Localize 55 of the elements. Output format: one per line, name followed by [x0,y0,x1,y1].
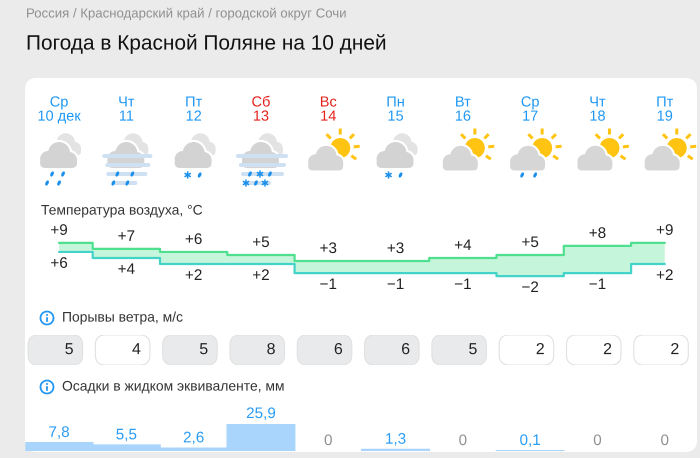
data-label: 0 [459,434,466,446]
data-label: 5 [469,343,477,354]
data-label: 0 [594,434,602,446]
data-label: 2 [536,342,544,354]
data-label: +2 [252,269,269,280]
data-label: +2 [656,269,673,280]
data-label: −2 [522,281,538,292]
data-label: +5 [252,236,270,248]
x-tick-label: Вт 16 [456,96,471,121]
data-label: +9 [656,224,673,235]
data-label: 0 [661,434,668,446]
data-label: +2 [186,269,202,280]
data-label: 2 [604,342,612,354]
x-tick-label: Пт 19 [657,96,674,121]
data-label: 5,5 [116,428,136,442]
data-label: −1 [388,278,404,290]
data-label: 4 [132,343,140,354]
x-tick-label: Ср 10 дек [38,96,81,124]
chart-subtitle: Температура воздуха, °C [41,204,202,218]
data-label: 5 [65,343,73,354]
text: Порывы ветра, м/с [63,312,183,324]
x-tick-label: Чт 11 [119,96,134,121]
data-label: +8 [589,227,606,238]
data-label: +9 [51,224,68,235]
data-label: 6 [334,342,342,354]
data-label: 2 [671,342,678,354]
data-label: 0,1 [520,434,540,447]
data-label: 6 [402,342,410,354]
data-label: 7,8 [49,426,70,439]
x-tick-label: Пн 15 [387,96,404,121]
data-label: 8 [267,342,275,354]
data-label: 2,6 [184,432,204,444]
data-label: +6 [186,233,202,244]
chart-title: Погода в Красной Поляне на 10 дней [28,34,386,54]
x-tick-label: Сб 13 [252,96,270,121]
data-label: +4 [454,239,472,250]
x-tick-label: Чт 18 [590,96,606,121]
data-label: +4 [118,263,135,274]
data-label: 0 [324,434,332,446]
data-label: +7 [118,230,134,241]
data-label: +5 [522,236,538,248]
x-tick-label: Пт 12 [186,96,202,121]
text: Россия / Краснодарский край / городской округ Сочи [27,8,346,20]
x-tick-label: Вс 14 [320,96,336,121]
data-label: 1,3 [386,433,406,446]
chart-title: Осадки в жидком эквиваленте, мм [62,380,284,394]
data-label: +3 [388,242,404,254]
data-label: 5 [200,343,208,354]
data-label: −1 [320,278,336,290]
data-label: +6 [51,257,68,268]
x-tick-label: Ср 17 [522,96,539,121]
data-label: −1 [454,278,471,290]
data-label: 25,9 [246,407,276,420]
data-label: +3 [320,242,336,254]
data-label: −1 [589,278,606,290]
